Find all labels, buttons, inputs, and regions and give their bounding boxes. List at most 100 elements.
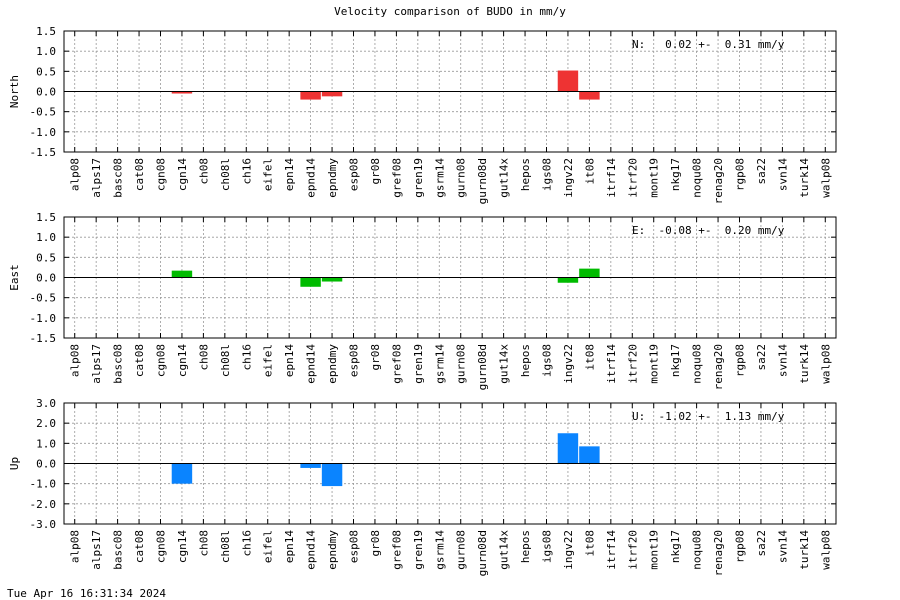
- x-tick-label: epnd14: [305, 344, 318, 384]
- x-tick-label: nkg17: [669, 344, 682, 377]
- x-tick-label: esp08: [348, 344, 361, 377]
- x-tick-label: mont19: [648, 158, 661, 198]
- x-tick-label: ch16: [240, 530, 253, 557]
- x-tick-label: ch16: [240, 344, 253, 371]
- x-tick-label: it08: [583, 344, 596, 371]
- x-tick-label: cgn14: [176, 158, 189, 191]
- bar-it08: [579, 268, 600, 278]
- y-tick-label: 3.0: [36, 397, 56, 410]
- y-axis-label: East: [8, 264, 21, 291]
- x-tick-label: cat08: [133, 158, 146, 191]
- x-tick-label: esp08: [348, 158, 361, 191]
- y-tick-label: -2.0: [30, 498, 57, 511]
- x-tick-label: cat08: [133, 344, 146, 377]
- x-tick-label: gref08: [390, 158, 403, 198]
- x-tick-label: cgn08: [155, 344, 168, 377]
- x-tick-label: gsrm14: [433, 158, 446, 198]
- x-tick-label: cgn08: [155, 530, 168, 563]
- x-tick-label: eifel: [262, 158, 275, 191]
- x-tick-label: epndmy: [326, 158, 339, 198]
- y-tick-label: -0.5: [30, 106, 57, 119]
- bar-epndmy: [321, 277, 343, 282]
- stats-annotation: N: 0.02 +- 0.31 mm/y: [632, 38, 785, 51]
- x-tick-label: gurn08d: [476, 530, 489, 576]
- stats-annotation: U: -1.02 +- 1.13 mm/y: [632, 410, 785, 423]
- y-tick-label: 1.5: [36, 211, 56, 224]
- y-tick-label: -1.5: [30, 332, 57, 345]
- x-tick-label: walp08: [819, 344, 832, 384]
- x-tick-label: sa22: [755, 158, 768, 185]
- x-tick-label: svn14: [776, 344, 789, 377]
- x-tick-label: basc08: [112, 158, 125, 198]
- x-tick-label: cat08: [133, 530, 146, 563]
- x-tick-label: esp08: [348, 530, 361, 563]
- bar-ingv22: [557, 70, 579, 92]
- y-tick-label: 2.0: [36, 417, 56, 430]
- x-tick-label: hepos: [519, 344, 532, 377]
- x-tick-label: igs08: [541, 344, 554, 377]
- x-tick-label: it08: [583, 530, 596, 557]
- x-tick-label: gut14x: [498, 530, 511, 570]
- x-tick-label: walp08: [819, 530, 832, 570]
- x-tick-label: basc08: [112, 530, 125, 570]
- x-tick-label: gsrm14: [433, 530, 446, 570]
- x-tick-label: gren19: [412, 344, 425, 384]
- x-tick-label: eifel: [262, 344, 275, 377]
- x-tick-label: epndmy: [326, 344, 339, 384]
- x-tick-label: ch08: [197, 530, 210, 557]
- y-tick-label: 0.0: [36, 272, 56, 285]
- y-tick-label: 0.0: [36, 86, 56, 99]
- x-tick-label: basc08: [112, 344, 125, 384]
- y-tick-label: -1.0: [30, 312, 57, 325]
- x-tick-label: turk14: [798, 530, 811, 570]
- y-tick-label: -3.0: [30, 518, 57, 531]
- x-tick-label: gr08: [369, 530, 382, 557]
- y-tick-label: -1.0: [30, 478, 57, 491]
- y-tick-label: -1.5: [30, 146, 57, 159]
- x-tick-label: sa22: [755, 344, 768, 371]
- x-tick-label: alp08: [69, 344, 82, 377]
- x-tick-label: renag20: [712, 530, 725, 576]
- x-tick-label: gurn08: [455, 530, 468, 570]
- x-tick-label: ingv22: [562, 344, 575, 384]
- bar-cgn14: [171, 270, 193, 278]
- x-tick-label: noqu08: [691, 158, 704, 198]
- x-tick-label: gut14x: [498, 344, 511, 384]
- x-tick-label: igs08: [541, 530, 554, 563]
- x-tick-label: itrf20: [626, 530, 639, 570]
- x-tick-label: rgp08: [734, 530, 747, 563]
- x-tick-label: gref08: [390, 344, 403, 384]
- x-tick-label: alps17: [90, 158, 103, 198]
- y-tick-label: 1.0: [36, 437, 56, 450]
- x-tick-label: alps17: [90, 530, 103, 570]
- x-tick-label: igs08: [541, 158, 554, 191]
- x-tick-label: itrf20: [626, 158, 639, 198]
- x-tick-label: renag20: [712, 344, 725, 390]
- x-tick-label: turk14: [798, 158, 811, 198]
- x-tick-label: itrf20: [626, 344, 639, 384]
- y-tick-label: 1.0: [36, 231, 56, 244]
- page-title: Velocity comparison of BUDO in mm/y: [334, 5, 566, 18]
- chart-panel-up: 3.0 2.0 1.0 0.0 -1.0 -2.0 -3.0 alp08 alps17 basc0…: [8, 397, 837, 576]
- y-tick-label: 1.0: [36, 45, 56, 58]
- x-tick-label: epnd14: [305, 158, 318, 198]
- x-tick-label: sa22: [755, 530, 768, 557]
- x-tick-label: eifel: [262, 530, 275, 563]
- x-tick-label: mont19: [648, 530, 661, 570]
- x-tick-label: gurn08: [455, 344, 468, 384]
- stats-annotation: E: -0.08 +- 0.20 mm/y: [632, 224, 785, 237]
- x-tick-label: gsrm14: [433, 344, 446, 384]
- x-tick-label: renag20: [712, 158, 725, 204]
- x-tick-label: gut14x: [498, 158, 511, 198]
- x-tick-label: ingv22: [562, 158, 575, 198]
- x-tick-label: gref08: [390, 530, 403, 570]
- timestamp: Tue Apr 16 16:31:34 2024: [7, 587, 166, 600]
- x-tick-label: mont19: [648, 344, 661, 384]
- bar-epnd14: [300, 91, 321, 100]
- y-tick-label: 0.0: [36, 458, 56, 471]
- x-tick-label: itrf14: [605, 530, 618, 570]
- x-tick-label: ch08l: [219, 158, 232, 191]
- x-tick-label: cgn14: [176, 530, 189, 563]
- x-tick-label: walp08: [819, 158, 832, 198]
- x-tick-label: nkg17: [669, 530, 682, 563]
